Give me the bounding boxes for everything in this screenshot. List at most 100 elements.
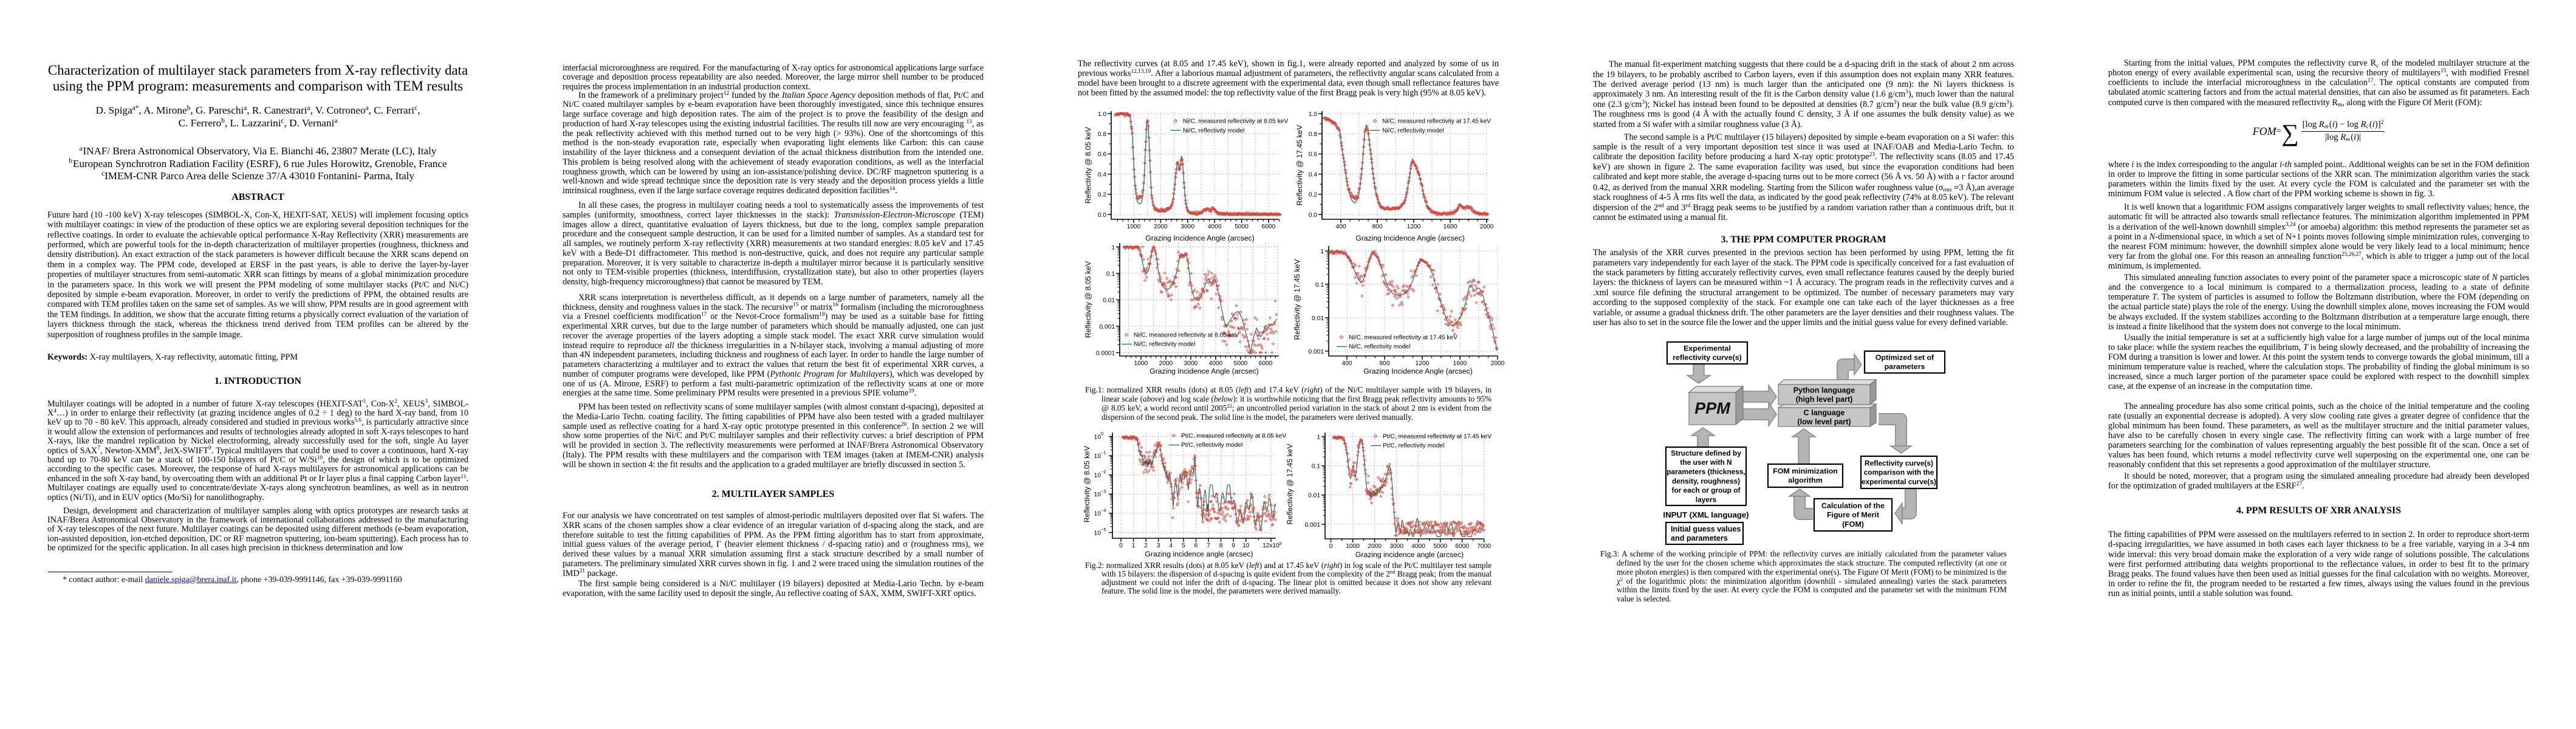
svg-text:3: 3 bbox=[1157, 542, 1160, 549]
svg-text:Ni/C, reflectivity model: Ni/C, reflectivity model bbox=[1349, 344, 1410, 351]
svg-text:0.001: 0.001 bbox=[1305, 522, 1321, 529]
svg-text:Reflectivity curve(s): Reflectivity curve(s) bbox=[1865, 459, 1933, 467]
svg-text:1000: 1000 bbox=[1127, 224, 1141, 230]
svg-text:−1: −1 bbox=[1101, 450, 1106, 456]
svg-text:1200: 1200 bbox=[1416, 360, 1430, 367]
svg-text:Pt/C, measured reflectivity at: Pt/C, measured reflectivity at 17.45 keV bbox=[1383, 434, 1492, 440]
svg-text:0: 0 bbox=[1119, 542, 1123, 549]
svg-text:algorithm: algorithm bbox=[1788, 476, 1822, 485]
svg-text:5000: 5000 bbox=[1234, 360, 1248, 367]
svg-text:Ni/C, reflectivity model: Ni/C, reflectivity model bbox=[1134, 341, 1195, 348]
svg-text:Pt/C, reflectivity model: Pt/C, reflectivity model bbox=[1181, 442, 1242, 449]
svg-text:0.0: 0.0 bbox=[1309, 212, 1317, 219]
svg-text:800: 800 bbox=[1380, 360, 1390, 367]
svg-text:1: 1 bbox=[1132, 542, 1136, 549]
svg-text:0.2: 0.2 bbox=[1309, 192, 1317, 199]
svg-text:layers: layers bbox=[1696, 495, 1717, 504]
svg-text:2000: 2000 bbox=[1368, 543, 1382, 550]
svg-text:2000: 2000 bbox=[1480, 224, 1494, 230]
svg-text:Grazing Incidence Angle (arcse: Grazing Incidence Angle (arcsec) bbox=[1149, 367, 1259, 375]
svg-text:6000: 6000 bbox=[1259, 360, 1273, 367]
svg-text:10: 10 bbox=[1094, 530, 1101, 536]
svg-text:1: 1 bbox=[1320, 248, 1324, 255]
svg-text:comparison with the: comparison with the bbox=[1864, 468, 1934, 477]
svg-text:10: 10 bbox=[1094, 434, 1101, 440]
svg-text:Ni/C, measured reflectivity at: Ni/C, measured reflectivity at 17.45 keV bbox=[1382, 118, 1491, 125]
svg-text:parameters (thickness,: parameters (thickness, bbox=[1667, 468, 1745, 476]
svg-text:for each or group of: for each or group of bbox=[1672, 486, 1741, 495]
svg-text:Ni/C, reflectivity model: Ni/C, reflectivity model bbox=[1382, 128, 1444, 134]
svg-text:7: 7 bbox=[1207, 542, 1210, 549]
svg-text:(high level part): (high level part) bbox=[1796, 395, 1853, 404]
svg-text:Ni/C, measured reflectivity at: Ni/C, measured reflectivity at 17.45 keV bbox=[1349, 335, 1458, 341]
svg-text:400: 400 bbox=[1336, 224, 1346, 230]
svg-text:1200: 1200 bbox=[1407, 224, 1421, 230]
svg-text:1600: 1600 bbox=[1444, 224, 1458, 230]
svg-text:Ni/C, reflectivity model: Ni/C, reflectivity model bbox=[1183, 128, 1244, 134]
svg-text:10: 10 bbox=[1094, 453, 1101, 460]
svg-text:1000: 1000 bbox=[1346, 543, 1360, 550]
svg-text:Grazing Incidence Angle (arcse: Grazing Incidence Angle (arcsec) bbox=[1355, 234, 1465, 242]
svg-text:0.4: 0.4 bbox=[1309, 171, 1317, 178]
svg-text:10: 10 bbox=[1242, 542, 1250, 549]
svg-text:Reflectivity @ 17.45 keV: Reflectivity @ 17.45 keV bbox=[1286, 443, 1294, 525]
svg-text:0.6: 0.6 bbox=[1309, 151, 1317, 158]
svg-text:C language: C language bbox=[1804, 409, 1845, 417]
svg-text:Structure defined by: Structure defined by bbox=[1671, 449, 1741, 457]
svg-text:Initial guess values: Initial guess values bbox=[1671, 525, 1741, 533]
svg-text:density, roughness): density, roughness) bbox=[1672, 477, 1740, 485]
svg-text:3000: 3000 bbox=[1184, 360, 1198, 367]
svg-text:1.0: 1.0 bbox=[1098, 111, 1106, 118]
svg-text:Reflectivity @ 8.05 keV: Reflectivity @ 8.05 keV bbox=[1083, 445, 1091, 522]
svg-text:reflectivity curve(s): reflectivity curve(s) bbox=[1673, 354, 1742, 362]
svg-text:0.01: 0.01 bbox=[1308, 493, 1320, 499]
svg-text:8: 8 bbox=[1219, 542, 1223, 549]
svg-text:0.01: 0.01 bbox=[1312, 315, 1324, 322]
svg-text:0.1: 0.1 bbox=[1312, 463, 1320, 470]
svg-text:6000: 6000 bbox=[1455, 543, 1469, 550]
svg-text:2000: 2000 bbox=[1154, 224, 1168, 230]
svg-text:6000: 6000 bbox=[1262, 224, 1276, 230]
svg-text:0: 0 bbox=[1329, 543, 1333, 550]
svg-text:Grazing Incidence Angle (arcse: Grazing Incidence Angle (arcsec) bbox=[1145, 234, 1255, 242]
svg-text:4000: 4000 bbox=[1208, 224, 1222, 230]
svg-text:0.001: 0.001 bbox=[1309, 349, 1324, 355]
svg-text:Grazing incidence angle (arcse: Grazing incidence angle (arcsec) bbox=[1355, 550, 1464, 559]
svg-text:0.4: 0.4 bbox=[1098, 171, 1106, 178]
svg-text:4000: 4000 bbox=[1411, 543, 1425, 550]
svg-text:1000: 1000 bbox=[1134, 360, 1148, 367]
svg-text:1: 1 bbox=[1111, 244, 1115, 251]
svg-text:1600: 1600 bbox=[1453, 360, 1467, 367]
svg-text:PPM: PPM bbox=[1694, 399, 1730, 417]
svg-text:3000: 3000 bbox=[1389, 543, 1403, 550]
svg-text:3000: 3000 bbox=[1180, 224, 1194, 230]
svg-text:1: 1 bbox=[1317, 434, 1320, 440]
svg-text:Pt/C, measured reflectivity at: Pt/C, measured reflectivity at 8.05 keV bbox=[1181, 433, 1286, 440]
svg-text:Figure of Merit: Figure of Merit bbox=[1827, 511, 1879, 519]
svg-text:4000: 4000 bbox=[1209, 360, 1223, 367]
svg-text:Grazing incidence angle (arcse: Grazing incidence angle (arcsec) bbox=[1145, 550, 1253, 558]
svg-text:0.0001: 0.0001 bbox=[1096, 350, 1115, 357]
svg-text:FOM minimization: FOM minimization bbox=[1773, 467, 1838, 476]
svg-text:5: 5 bbox=[1182, 542, 1185, 549]
svg-text:2000: 2000 bbox=[1159, 360, 1173, 367]
svg-text:−3: −3 bbox=[1101, 488, 1106, 494]
svg-text:Calculation of the: Calculation of the bbox=[1821, 501, 1885, 510]
svg-text:0: 0 bbox=[1101, 431, 1103, 436]
svg-text:0.6: 0.6 bbox=[1098, 151, 1106, 158]
svg-text:−4: −4 bbox=[1101, 507, 1106, 513]
svg-text:0.1: 0.1 bbox=[1315, 282, 1324, 289]
svg-text:5000: 5000 bbox=[1235, 224, 1249, 230]
svg-text:10: 10 bbox=[1094, 473, 1101, 479]
svg-text:Reflectivity @ 17.45 keV: Reflectivity @ 17.45 keV bbox=[1293, 259, 1301, 340]
svg-text:Python language: Python language bbox=[1793, 386, 1855, 395]
svg-text:9: 9 bbox=[1231, 542, 1235, 549]
svg-text:Grazing Incidence Angle (arcse: Grazing Incidence Angle (arcsec) bbox=[1363, 367, 1473, 375]
svg-text:Experimental: Experimental bbox=[1684, 344, 1731, 353]
svg-text:5000: 5000 bbox=[1433, 543, 1447, 550]
svg-text:0.2: 0.2 bbox=[1098, 192, 1106, 199]
svg-text:Ni/C, measured reflectivity at: Ni/C, measured reflectivity at 8.05 keV bbox=[1183, 118, 1288, 125]
svg-text:7000: 7000 bbox=[1477, 543, 1491, 550]
svg-text:Reflectivity @ 8.05 keV: Reflectivity @ 8.05 keV bbox=[1084, 261, 1092, 338]
svg-text:2000: 2000 bbox=[1491, 360, 1505, 367]
